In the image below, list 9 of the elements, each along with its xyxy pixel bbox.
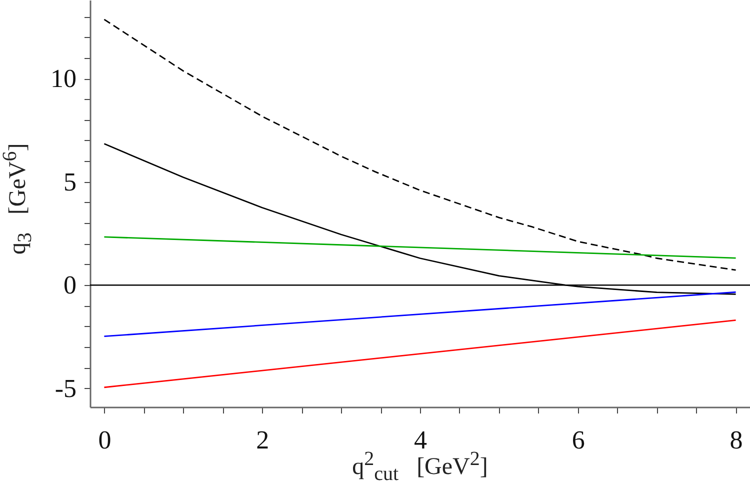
x-tick-label: 2 bbox=[256, 426, 270, 454]
y-tick-label: -5 bbox=[54, 374, 76, 403]
x-tick-label: 6 bbox=[572, 426, 585, 454]
y-tick-label: 0 bbox=[64, 270, 76, 300]
line-series bbox=[104, 18, 736, 271]
x-tick-label: 0 bbox=[98, 426, 112, 454]
y-tick-label: 10 bbox=[50, 64, 76, 94]
x-tick-label: 8 bbox=[730, 426, 743, 454]
y-tick-label: 5 bbox=[64, 167, 76, 196]
